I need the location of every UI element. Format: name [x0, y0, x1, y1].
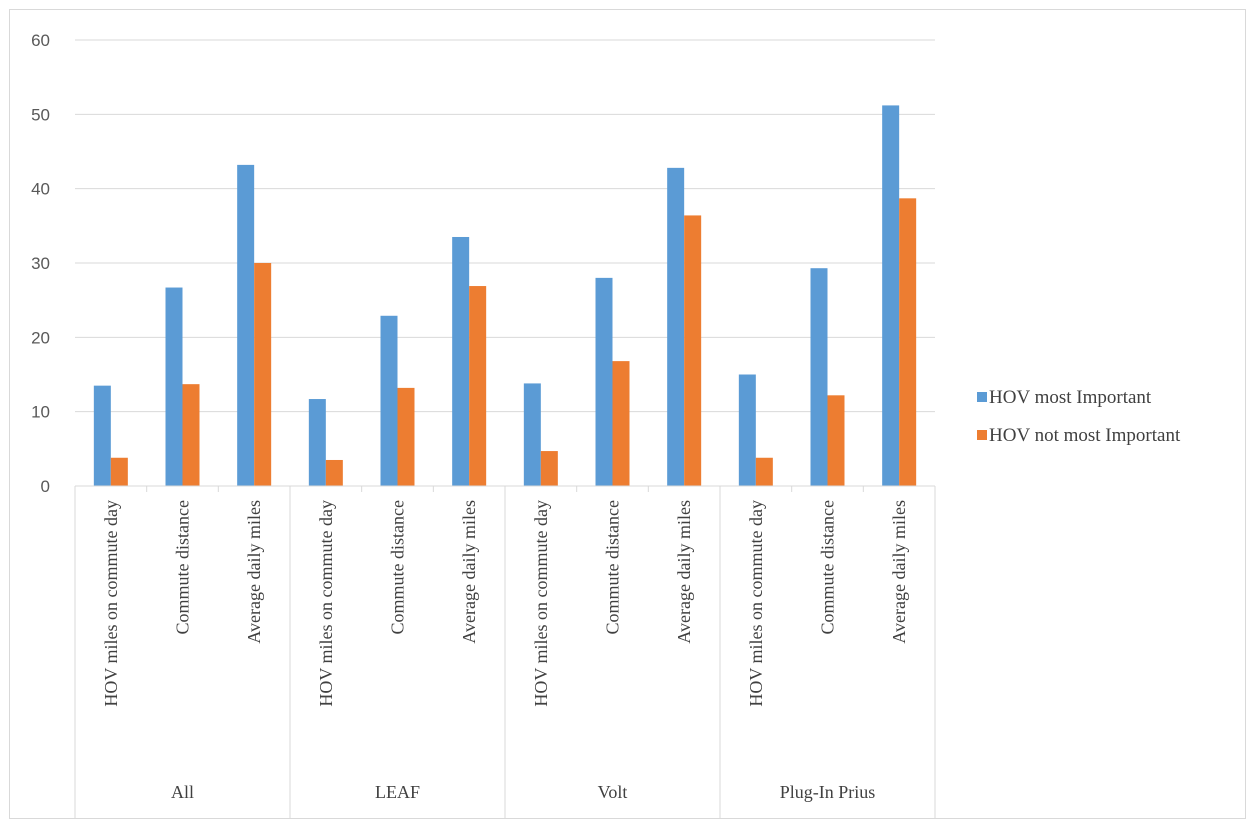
- bar-hov-not-most-important: [684, 215, 702, 486]
- y-axis-tick-labels: 0 10 20 30 40 50 60: [31, 31, 50, 496]
- category-label: HOV miles on commute day: [316, 500, 336, 707]
- bar-hov-most-important: [452, 236, 470, 486]
- y-tick-label: 60: [31, 31, 50, 50]
- bar-hov-not-most-important: [899, 198, 917, 486]
- bar-hov-not-most-important: [254, 263, 272, 486]
- category-label: Average daily miles: [889, 500, 909, 644]
- legend-label: HOV most Important: [989, 387, 1152, 408]
- group-label: All: [171, 782, 194, 802]
- y-tick-label: 50: [31, 105, 50, 124]
- category-label: HOV miles on commute day: [746, 500, 766, 707]
- bar-hov-most-important: [237, 164, 255, 486]
- bar-hov-most-important: [738, 374, 756, 486]
- bar-hov-not-most-important: [110, 457, 128, 486]
- bar-hov-not-most-important: [540, 451, 558, 486]
- group-label: LEAF: [375, 782, 420, 802]
- bars: [93, 105, 917, 486]
- y-tick-label: 30: [31, 254, 50, 273]
- category-label: Average daily miles: [674, 500, 694, 644]
- y-tick-label: 10: [31, 403, 50, 422]
- y-tick-label: 40: [31, 180, 50, 199]
- bar-hov-most-important: [380, 315, 398, 486]
- category-label: Commute distance: [818, 500, 838, 634]
- bar-hov-most-important: [523, 383, 541, 486]
- bar-hov-most-important: [93, 385, 111, 486]
- y-tick-label: 20: [31, 328, 50, 347]
- legend-label: HOV not most Important: [989, 425, 1181, 446]
- bar-hov-not-most-important: [827, 395, 845, 486]
- category-label: Average daily miles: [459, 500, 479, 644]
- bar-hov-most-important: [595, 277, 613, 486]
- group-labels: All LEAF Volt Plug-In Prius: [171, 782, 875, 802]
- bar-hov-not-most-important: [755, 457, 773, 486]
- bar-hov-not-most-important: [612, 361, 630, 486]
- y-tick-label: 0: [41, 477, 50, 496]
- category-label: Commute distance: [388, 500, 408, 634]
- legend-swatch: [977, 430, 987, 440]
- category-label: Commute distance: [173, 500, 193, 634]
- bar-hov-not-most-important: [325, 459, 343, 486]
- bar-hov-not-most-important: [469, 286, 487, 486]
- legend: HOV most Important HOV not most Important: [977, 387, 1181, 446]
- bar-hov-not-most-important: [182, 384, 200, 486]
- gridlines: [75, 39, 935, 413]
- group-label: Volt: [598, 782, 628, 802]
- category-label: Average daily miles: [244, 500, 264, 644]
- bar-hov-most-important: [308, 399, 326, 486]
- bar-hov-most-important: [165, 287, 183, 486]
- legend-swatch: [977, 392, 987, 402]
- x-axis: [74, 485, 936, 818]
- group-label: Plug-In Prius: [780, 782, 876, 802]
- bar-hov-most-important: [810, 268, 828, 486]
- category-labels: HOV miles on commute day Commute distance…: [101, 500, 909, 707]
- category-label: HOV miles on commute day: [531, 500, 551, 707]
- bar-hov-most-important: [882, 105, 900, 486]
- category-label: HOV miles on commute day: [101, 500, 121, 707]
- bar-hov-most-important: [667, 167, 685, 486]
- category-label: Commute distance: [603, 500, 623, 634]
- bar-hov-not-most-important: [397, 387, 415, 486]
